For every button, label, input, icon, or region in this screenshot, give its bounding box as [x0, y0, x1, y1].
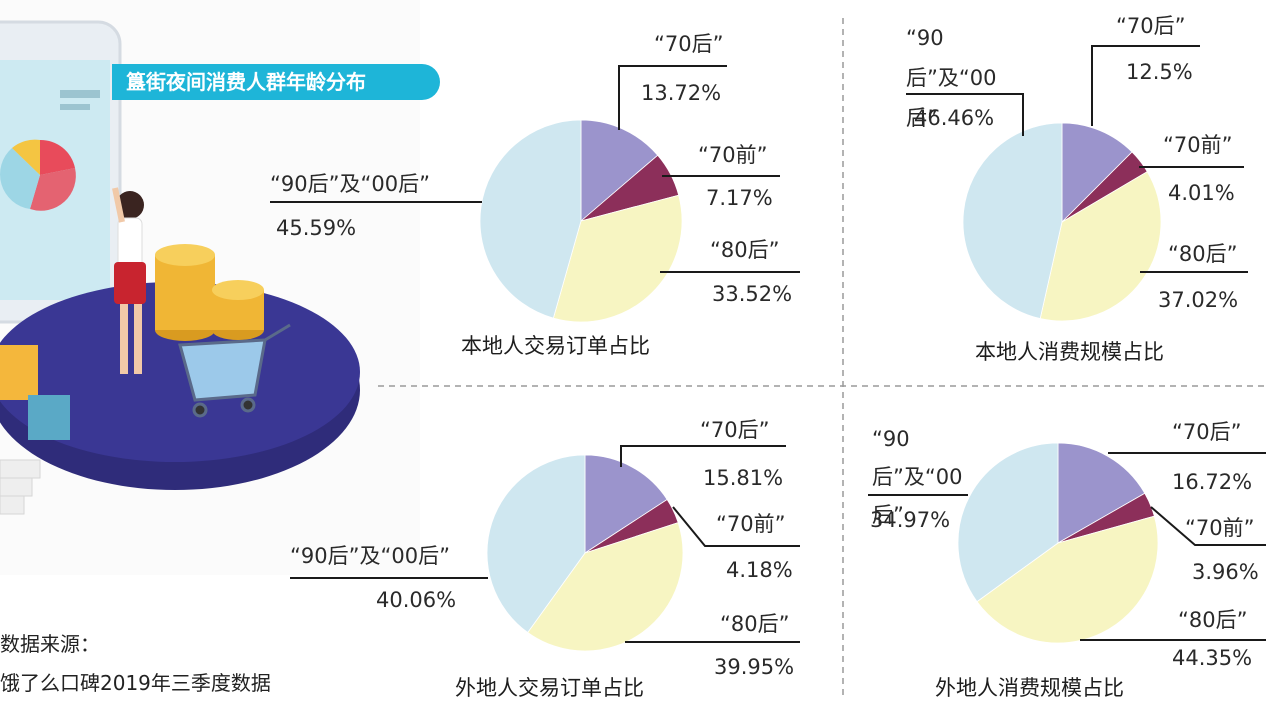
c3-label-9000-value: 40.06% — [376, 588, 457, 612]
c3-label-70qian-value: 4.18% — [726, 558, 793, 582]
c3-label-70hou-name: “70后” — [700, 418, 770, 442]
c1-label-70qian-name: “70前” — [698, 143, 768, 167]
c2-label-9000-value: 46.46% — [914, 106, 995, 130]
c1-caption: 本地人交易订单占比 — [461, 334, 650, 358]
source-text: 饿了么口碑2019年三季度数据 — [0, 671, 271, 695]
c3-caption: 外地人交易订单占比 — [455, 676, 644, 700]
gift-box-icon — [28, 395, 70, 440]
c4-slice-80hou — [976, 515, 1159, 644]
c3-label-9000-name: “90后”及“00后” — [290, 544, 450, 568]
c1-label-70hou-name: “70后” — [654, 32, 724, 56]
coin-stacks — [155, 244, 264, 341]
c4-label-70hou-name: “70后” — [1172, 420, 1242, 444]
c1-slice-9000 — [479, 119, 582, 319]
c4-label-9000-value: 34.97% — [870, 508, 951, 532]
c2-label-70qian-name: “70前” — [1163, 133, 1233, 157]
c3-label-70qian-name: “70前” — [716, 512, 786, 536]
c2-label-80hou-name: “80后” — [1168, 242, 1238, 266]
c2-label-70qian-value: 4.01% — [1168, 181, 1235, 205]
c4-label-70hou-value: 16.72% — [1172, 470, 1253, 494]
c1-label-9000-value: 45.59% — [276, 216, 357, 240]
c1-slice-70hou — [580, 119, 659, 222]
c2-label-9000-name: “90后”及“00后” — [906, 26, 997, 130]
c2-label-80hou-value: 37.02% — [1158, 288, 1239, 312]
c4-leader-line-70qian — [1150, 506, 1266, 546]
shopping-cart-icon — [178, 323, 291, 418]
c4-slice-9000 — [957, 442, 1059, 603]
c1-slice-80hou — [552, 194, 683, 323]
c2-slice-70hou — [1061, 122, 1133, 223]
c3-label-70hou-value: 15.81% — [703, 466, 784, 490]
chart-title: 簋街夜间消费人群年龄分布 — [112, 64, 440, 100]
c2-leader-line-9000 — [906, 93, 1024, 136]
c2-slice-9000 — [962, 122, 1063, 320]
c3-label-80hou-name: “80后” — [720, 612, 790, 636]
c3-slice-70hou — [584, 454, 668, 554]
c4-label-70qian-value: 3.96% — [1192, 560, 1259, 584]
c3-label-80hou-value: 39.95% — [714, 655, 795, 679]
woman-figure — [112, 187, 146, 374]
stairs-graphic — [0, 459, 41, 515]
c1-leader-line-70hou — [618, 65, 727, 130]
c1-label-70hou-value: 13.72% — [641, 81, 722, 105]
c3-slice-80hou — [527, 522, 684, 652]
tablet-pie-graphic — [0, 139, 76, 211]
c3-leader-line-70hou — [620, 445, 786, 467]
c4-slice-70hou — [1057, 442, 1146, 544]
c3-slice-9000 — [486, 454, 586, 634]
c2-leader-line-70hou — [1091, 45, 1200, 126]
c1-label-9000-name: “90后”及“00后” — [270, 172, 430, 196]
c2-slice-80hou — [1039, 171, 1162, 322]
c1-label-80hou-name: “80后” — [710, 238, 780, 262]
c1-label-80hou-value: 33.52% — [712, 282, 793, 306]
source-heading: 数据来源： — [0, 632, 100, 656]
c3-leader-line-70qian — [672, 506, 800, 547]
c1-label-70qian-value: 7.17% — [706, 186, 773, 210]
c4-label-9000-name: “90后”及“00后” — [872, 427, 963, 527]
c4-label-70qian-name: “70前” — [1185, 516, 1255, 540]
c4-label-80hou-value: 44.35% — [1172, 646, 1253, 670]
c4-caption: 外地人消费规模占比 — [935, 676, 1124, 700]
c2-caption: 本地人消费规模占比 — [975, 340, 1164, 364]
shopping-bag-icon — [0, 345, 38, 400]
c4-label-80hou-name: “80后” — [1178, 608, 1248, 632]
c2-label-70hou-value: 12.5% — [1126, 60, 1193, 84]
c2-label-70hou-name: “70后” — [1116, 14, 1186, 38]
